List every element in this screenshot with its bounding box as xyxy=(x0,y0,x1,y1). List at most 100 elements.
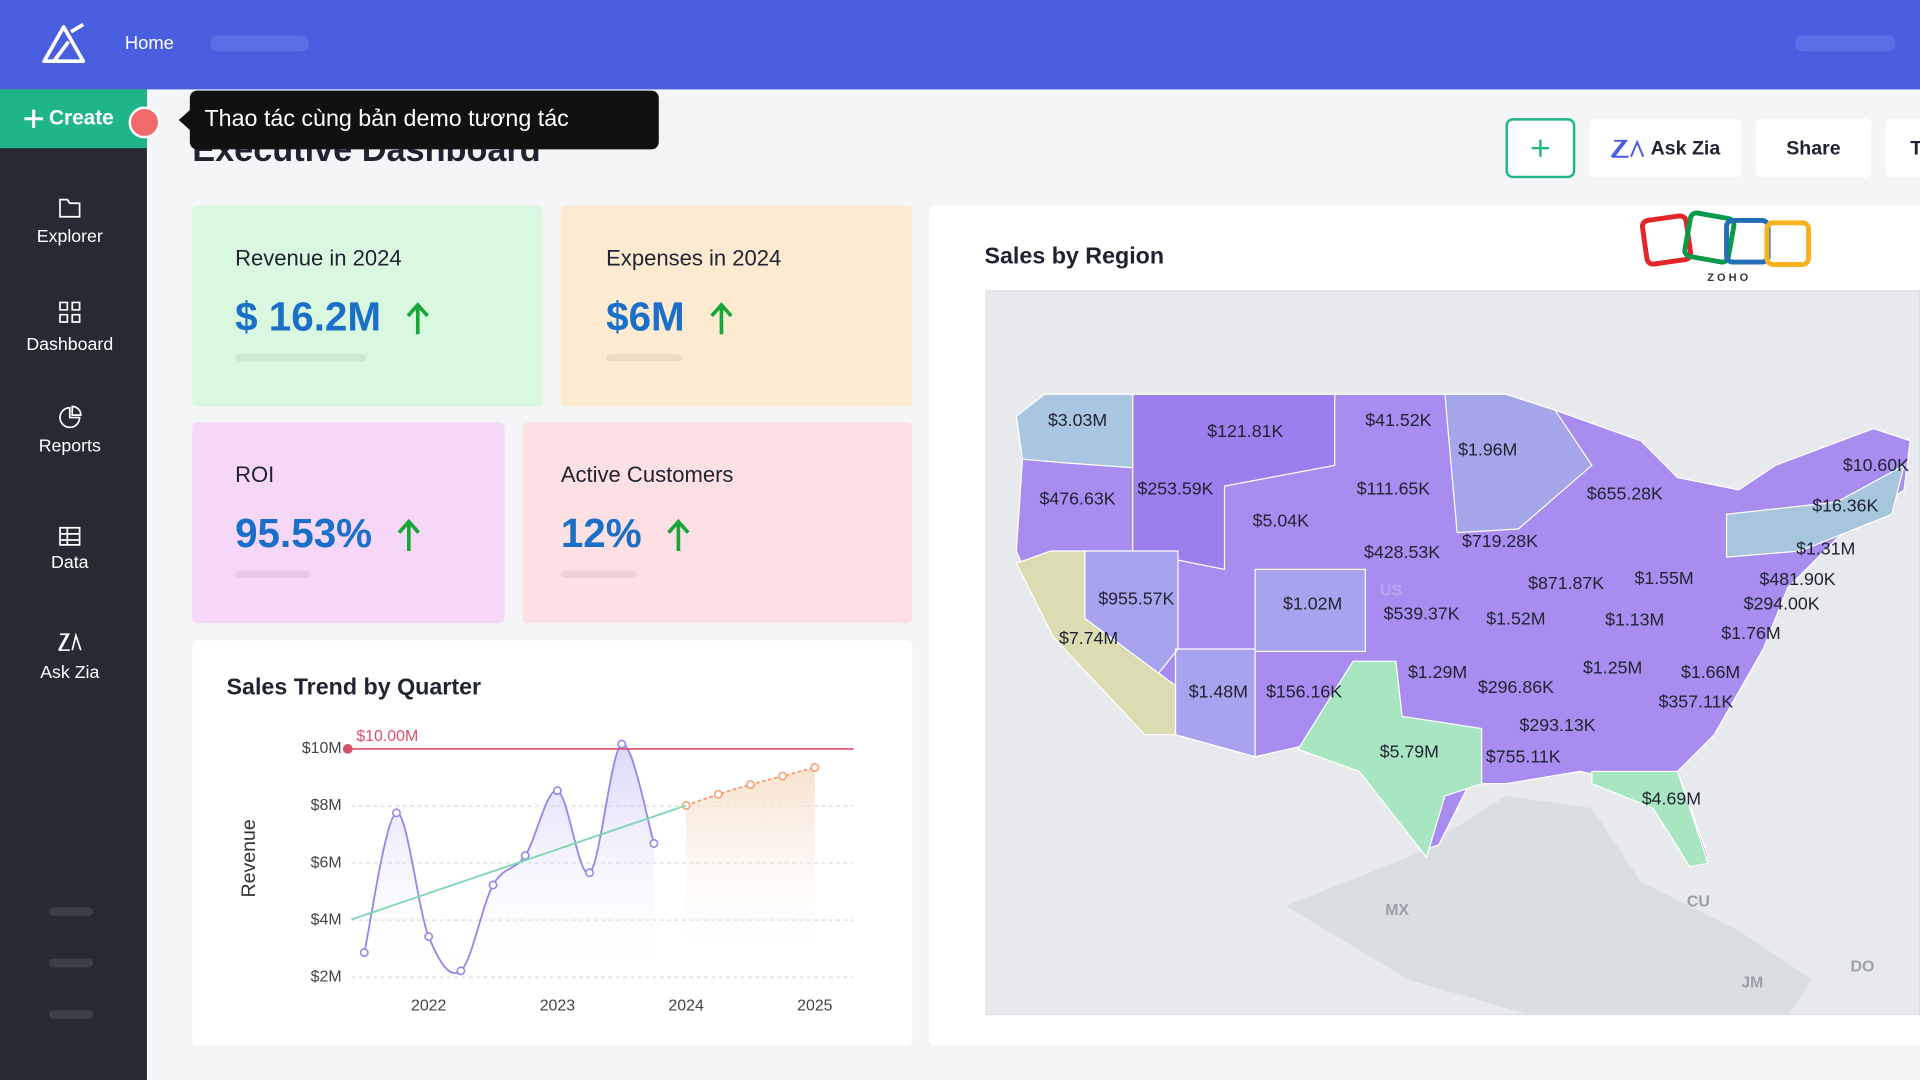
point[interactable] xyxy=(746,780,755,790)
y-tick-label: $2M xyxy=(311,968,342,985)
trend-line xyxy=(351,804,687,921)
tooltip-pointer xyxy=(178,108,192,132)
reference-label: $10.00M xyxy=(356,728,418,745)
region[interactable] xyxy=(1725,464,1906,558)
map: $3.03M $121.81K $41.52K $1.96M $10.60K $476.6… xyxy=(985,290,1920,1016)
point[interactable] xyxy=(713,789,723,799)
y-axis-label: Revenue xyxy=(238,819,260,897)
nav-icon xyxy=(59,301,81,323)
region-label: $1.02M xyxy=(1283,594,1342,614)
region-label: $955.57K xyxy=(1098,589,1174,609)
region-label: $655.28K xyxy=(1587,483,1663,503)
plus-icon xyxy=(24,109,43,128)
region[interactable] xyxy=(1444,393,1593,534)
trend-arrow xyxy=(710,302,733,335)
nav-label[interactable]: Reports xyxy=(39,436,101,456)
trend-arrow xyxy=(406,302,429,335)
point[interactable] xyxy=(617,739,627,749)
nav-icon xyxy=(58,632,82,652)
region-label: $1.55M xyxy=(1634,568,1693,588)
region-label: $5.79M xyxy=(1380,742,1439,762)
kpi-label: ROI xyxy=(235,462,274,487)
region-label: $7.74M xyxy=(1059,628,1118,648)
land xyxy=(1285,795,1813,1016)
placeholder xyxy=(560,570,637,578)
region-label: $428.53K xyxy=(1364,542,1440,562)
point[interactable] xyxy=(552,786,562,796)
button-label[interactable]: Share xyxy=(1786,138,1841,160)
chart-title: Sales Trend by Quarter xyxy=(227,673,482,699)
create-label[interactable]: Create xyxy=(49,106,114,129)
x-tick-label: 2022 xyxy=(411,998,447,1015)
ask-zia-button[interactable] xyxy=(1589,118,1742,178)
kpi-card xyxy=(522,422,913,624)
placeholder xyxy=(235,353,367,362)
nav-icon xyxy=(59,405,82,429)
point[interactable] xyxy=(424,932,434,942)
point[interactable] xyxy=(456,966,466,976)
nav-label[interactable]: Ask Zia xyxy=(40,662,99,682)
region-label: $253.59K xyxy=(1138,478,1214,498)
region-label: $296.86K xyxy=(1478,677,1554,697)
more-button[interactable] xyxy=(1885,118,1920,178)
nav-label[interactable]: Data xyxy=(51,552,89,572)
placeholder xyxy=(48,1010,94,1019)
share-button[interactable] xyxy=(1755,118,1872,178)
region-label: $719.28K xyxy=(1462,531,1538,551)
region-label: $16.36K xyxy=(1812,496,1878,516)
kpi-value: 12% xyxy=(561,510,642,556)
kpi-value: $6M xyxy=(606,293,685,339)
home-link[interactable]: Home xyxy=(125,32,174,53)
place-label: DO xyxy=(1851,959,1875,976)
zoho-logo: Z O H O xyxy=(1639,210,1812,284)
region-label: $1.25M xyxy=(1583,657,1642,677)
region[interactable] xyxy=(1015,393,1134,469)
nav-label[interactable]: Dashboard xyxy=(26,334,113,354)
point[interactable] xyxy=(359,948,369,958)
region-label: $1.96M xyxy=(1458,439,1517,459)
button-label[interactable]: Ask Zia xyxy=(1651,138,1722,160)
point[interactable] xyxy=(585,868,595,878)
zia-icon xyxy=(1610,139,1645,158)
region-label: $4.69M xyxy=(1642,788,1701,808)
place-label: MX xyxy=(1385,902,1409,919)
region-label: $121.81K xyxy=(1207,421,1283,441)
region-label: $5.04K xyxy=(1253,510,1309,530)
point[interactable] xyxy=(520,851,530,861)
region-label: $293.13K xyxy=(1520,715,1596,735)
hotspot[interactable] xyxy=(128,106,161,139)
nav-icon xyxy=(59,198,81,218)
region[interactable] xyxy=(1297,660,1483,859)
point[interactable] xyxy=(488,880,498,890)
app-logo[interactable] xyxy=(42,22,86,64)
trend-arrow xyxy=(667,518,690,552)
placeholder xyxy=(235,570,312,578)
point[interactable] xyxy=(778,771,788,781)
area xyxy=(686,767,815,956)
region-label: $1.13M xyxy=(1605,610,1664,630)
kpi-card xyxy=(560,205,913,407)
region[interactable] xyxy=(1015,550,1177,736)
y-tick-label: $10M xyxy=(302,740,342,757)
region[interactable] xyxy=(1591,770,1709,868)
placeholder xyxy=(48,958,94,968)
trend-arrow xyxy=(397,518,421,552)
region-label: $476.63K xyxy=(1040,488,1116,508)
nav-icon xyxy=(59,526,81,546)
reference-dot xyxy=(342,744,353,754)
kpi-value: 95.53% xyxy=(235,510,372,556)
nav-label[interactable]: Explorer xyxy=(37,226,103,246)
line xyxy=(363,743,655,974)
point[interactable] xyxy=(810,763,820,772)
tooltip-text: Thao tác cùng bản demo tương tác xyxy=(204,105,569,131)
region-label: $111.65K xyxy=(1357,478,1431,498)
point[interactable] xyxy=(392,808,401,818)
logo-text: Z O H O xyxy=(1707,272,1748,284)
region-label: $41.52K xyxy=(1365,410,1431,430)
point[interactable] xyxy=(649,838,659,848)
button-label[interactable]: T xyxy=(1910,138,1920,160)
area xyxy=(364,743,654,974)
y-tick-label: $8M xyxy=(311,797,342,814)
place-label: US xyxy=(1380,583,1402,600)
